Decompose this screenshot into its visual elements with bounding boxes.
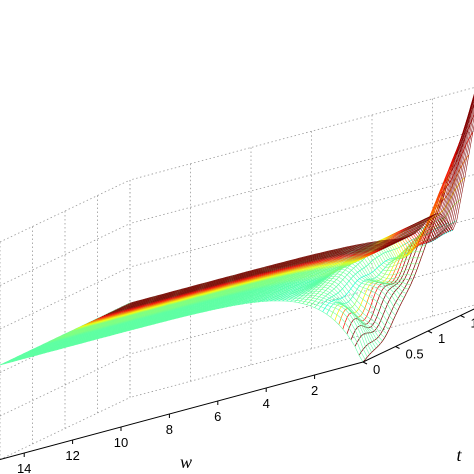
mesh-line-t (127, 116, 474, 305)
mesh-line-t (77, 203, 442, 329)
mesh-line-t (25, 277, 390, 353)
grid-line (0, 223, 131, 286)
mesh-line-t (15, 288, 379, 359)
mesh-line-t (112, 94, 474, 312)
mesh-line-t (108, 104, 472, 314)
mesh-line-t (114, 95, 474, 311)
grid-line (129, 304, 474, 398)
mesh-line-t (116, 96, 474, 310)
mesh-line-t (101, 126, 466, 317)
w-tick-label: 8 (166, 422, 173, 437)
t-tick-label: 1 (438, 331, 445, 346)
w-axis-label: w (180, 452, 192, 472)
mesh-line-t (0, 300, 364, 366)
t-tick (460, 315, 465, 318)
mesh-line-t (129, 123, 474, 304)
mesh-line-t (123, 104, 474, 307)
w-tick-label: 12 (65, 448, 79, 463)
mesh-line-t (97, 140, 461, 319)
mesh-line-t (23, 280, 388, 354)
mesh-line-w (354, 97, 474, 347)
t-tick (395, 346, 400, 349)
t-axis-label: t (456, 445, 462, 465)
w-tick-label: 2 (311, 383, 318, 398)
mesh-line-t (19, 284, 383, 356)
grid-line (129, 174, 474, 268)
grid-line (129, 130, 474, 224)
mesh-line-t (32, 271, 396, 350)
t-tick (362, 361, 368, 365)
mesh-line-t (99, 133, 463, 318)
w-tick-label: 6 (214, 409, 221, 424)
mesh-line-t (2, 299, 366, 365)
w-tick-label: 4 (263, 396, 270, 411)
mesh-line-t (90, 161, 455, 322)
mesh-line-t (86, 176, 450, 324)
t-tick-label: 0.5 (406, 347, 424, 362)
surface-mesh (0, 93, 474, 366)
t-tick-label: 1.5 (471, 316, 474, 331)
t-tick-label: 0 (373, 362, 380, 377)
mesh-line-t (119, 97, 474, 309)
w-axis-line (0, 361, 364, 460)
t-tick (427, 330, 433, 334)
mesh-line-t (82, 190, 446, 326)
mesh-line-t (21, 282, 385, 355)
mesh-line-t (93, 154, 457, 321)
grid-line (0, 353, 131, 417)
mesh-line-t (12, 290, 377, 360)
mesh-line-t (30, 273, 394, 351)
w-tick-label: 14 (17, 461, 31, 474)
tick-labels: 14 12 10 8 6 4 2 0 0.5 1 1.5 (17, 315, 474, 474)
mesh-line-t (84, 183, 448, 325)
mesh-line-t (8, 294, 372, 362)
mesh-line-t (88, 168, 453, 323)
w-tick-label: 10 (114, 435, 128, 450)
grid-line (0, 397, 131, 460)
grid-line (129, 261, 474, 355)
mesh-line-w (350, 103, 474, 341)
mesh-line-t (103, 119, 468, 316)
mesh-line-t (95, 147, 459, 320)
mesh-line-t (4, 298, 368, 364)
mesh-line-t (17, 286, 381, 357)
mesh-line-t (6, 296, 370, 363)
grid-line (0, 266, 131, 330)
mesh-line-t (110, 96, 474, 313)
mesh-line-t (80, 196, 444, 328)
mesh-line-t (121, 100, 474, 308)
mesh-line-t (10, 292, 375, 361)
mesh-line-t (125, 109, 474, 306)
mesh-line-t (106, 111, 470, 315)
back-grid (0, 87, 474, 460)
grid-line (129, 87, 474, 181)
mesh-line-t (28, 275, 392, 352)
grid-line (0, 179, 131, 243)
